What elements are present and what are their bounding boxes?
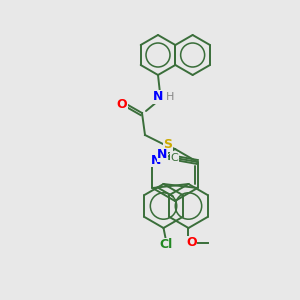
Text: S: S (164, 139, 172, 152)
Text: C: C (171, 153, 178, 163)
Text: N: N (153, 91, 163, 103)
Text: Cl: Cl (159, 238, 172, 251)
Text: O: O (186, 236, 197, 250)
Text: N: N (157, 148, 168, 161)
Text: N: N (151, 154, 162, 166)
Text: O: O (117, 98, 127, 110)
Text: H: H (166, 92, 174, 102)
